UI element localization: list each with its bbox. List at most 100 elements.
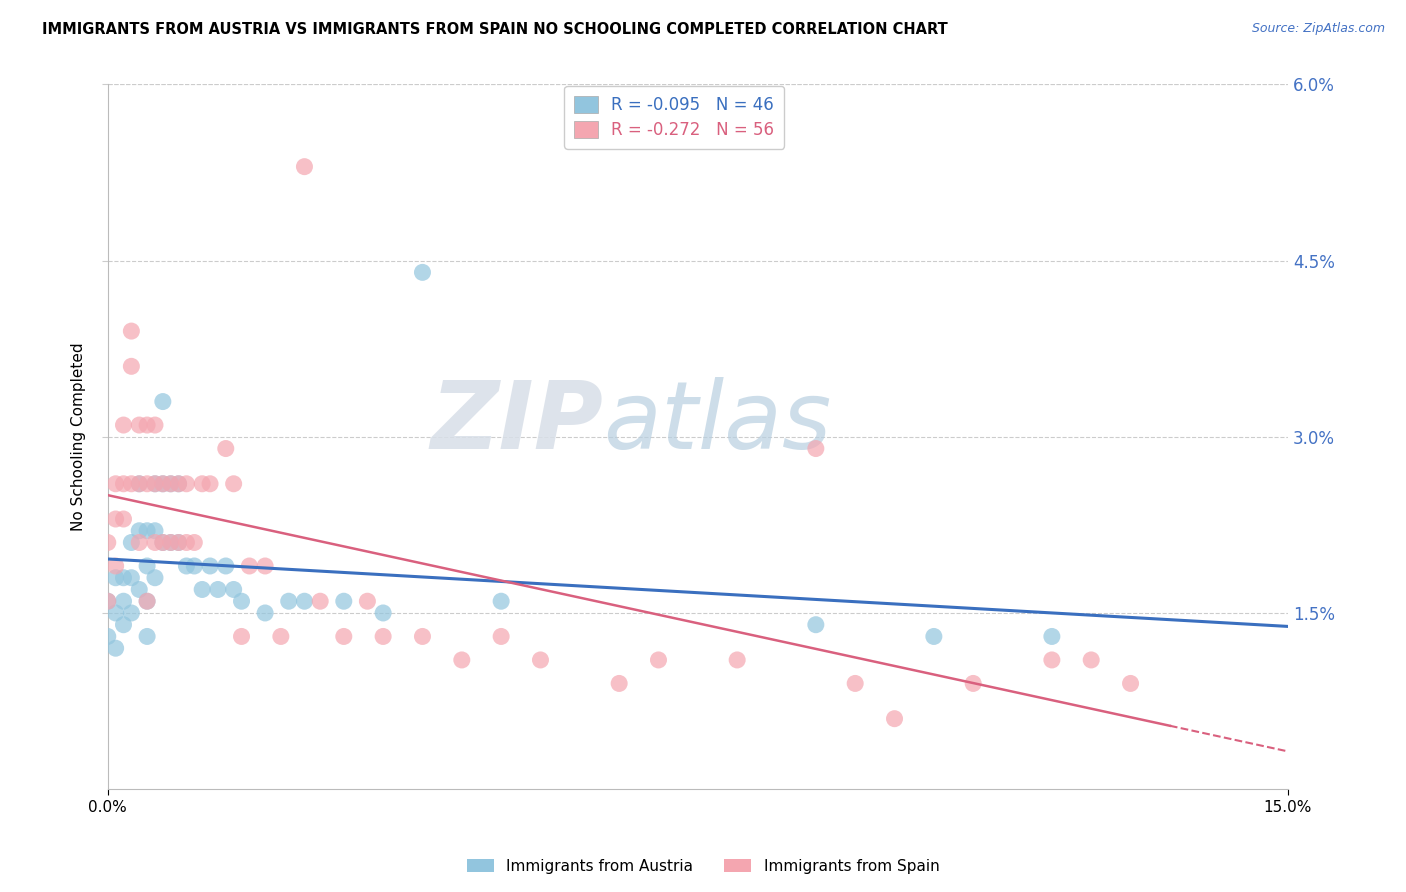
Point — [489, 630, 512, 644]
Point — [1119, 676, 1142, 690]
Point — [128, 476, 150, 491]
Point — [159, 535, 181, 549]
Point — [725, 653, 748, 667]
Point — [136, 418, 159, 433]
Point — [231, 630, 253, 644]
Point — [962, 676, 984, 690]
Point — [1040, 630, 1063, 644]
Point — [128, 418, 150, 433]
Point — [104, 641, 127, 656]
Point — [238, 559, 260, 574]
Point — [1040, 653, 1063, 667]
Point — [167, 476, 190, 491]
Point — [112, 512, 135, 526]
Point — [309, 594, 332, 608]
Legend: Immigrants from Austria, Immigrants from Spain: Immigrants from Austria, Immigrants from… — [461, 853, 945, 880]
Point — [128, 524, 150, 538]
Point — [112, 476, 135, 491]
Point — [222, 476, 245, 491]
Point — [183, 535, 205, 549]
Point — [143, 571, 166, 585]
Point — [159, 476, 181, 491]
Point — [120, 359, 142, 374]
Text: ZIP: ZIP — [430, 376, 603, 468]
Point — [143, 524, 166, 538]
Point — [922, 630, 945, 644]
Point — [411, 265, 433, 279]
Point — [152, 476, 174, 491]
Point — [411, 630, 433, 644]
Point — [176, 535, 198, 549]
Point — [1080, 653, 1102, 667]
Point — [136, 559, 159, 574]
Point — [104, 571, 127, 585]
Point — [120, 324, 142, 338]
Point — [231, 594, 253, 608]
Point — [277, 594, 299, 608]
Point — [104, 606, 127, 620]
Point — [254, 559, 277, 574]
Point — [489, 594, 512, 608]
Point — [333, 630, 356, 644]
Point — [152, 535, 174, 549]
Point — [167, 535, 190, 549]
Point — [120, 571, 142, 585]
Point — [183, 559, 205, 574]
Point — [607, 676, 630, 690]
Point — [254, 606, 277, 620]
Point — [883, 712, 905, 726]
Point — [112, 571, 135, 585]
Point — [112, 617, 135, 632]
Legend: R = -0.095   N = 46, R = -0.272   N = 56: R = -0.095 N = 46, R = -0.272 N = 56 — [564, 86, 785, 149]
Point — [647, 653, 669, 667]
Point — [152, 535, 174, 549]
Point — [294, 594, 316, 608]
Point — [136, 524, 159, 538]
Point — [128, 535, 150, 549]
Point — [120, 606, 142, 620]
Point — [143, 418, 166, 433]
Point — [804, 442, 827, 456]
Point — [143, 476, 166, 491]
Point — [356, 594, 378, 608]
Text: Source: ZipAtlas.com: Source: ZipAtlas.com — [1251, 22, 1385, 36]
Point — [128, 582, 150, 597]
Point — [222, 582, 245, 597]
Point — [176, 476, 198, 491]
Point — [104, 476, 127, 491]
Point — [371, 606, 394, 620]
Point — [152, 476, 174, 491]
Point — [97, 594, 120, 608]
Point — [128, 476, 150, 491]
Point — [97, 594, 120, 608]
Point — [167, 535, 190, 549]
Point — [120, 535, 142, 549]
Point — [215, 442, 238, 456]
Point — [136, 476, 159, 491]
Point — [294, 160, 316, 174]
Point — [143, 535, 166, 549]
Point — [270, 630, 292, 644]
Point — [97, 535, 120, 549]
Point — [450, 653, 472, 667]
Point — [198, 476, 221, 491]
Text: atlas: atlas — [603, 377, 832, 468]
Point — [198, 559, 221, 574]
Point — [191, 476, 214, 491]
Point — [371, 630, 394, 644]
Point — [159, 535, 181, 549]
Point — [844, 676, 866, 690]
Point — [104, 559, 127, 574]
Point — [191, 582, 214, 597]
Point — [136, 594, 159, 608]
Point — [112, 418, 135, 433]
Y-axis label: No Schooling Completed: No Schooling Completed — [72, 343, 86, 531]
Point — [804, 617, 827, 632]
Point — [333, 594, 356, 608]
Point — [167, 476, 190, 491]
Point — [97, 630, 120, 644]
Text: IMMIGRANTS FROM AUSTRIA VS IMMIGRANTS FROM SPAIN NO SCHOOLING COMPLETED CORRELAT: IMMIGRANTS FROM AUSTRIA VS IMMIGRANTS FR… — [42, 22, 948, 37]
Point — [136, 630, 159, 644]
Point — [152, 394, 174, 409]
Point — [120, 476, 142, 491]
